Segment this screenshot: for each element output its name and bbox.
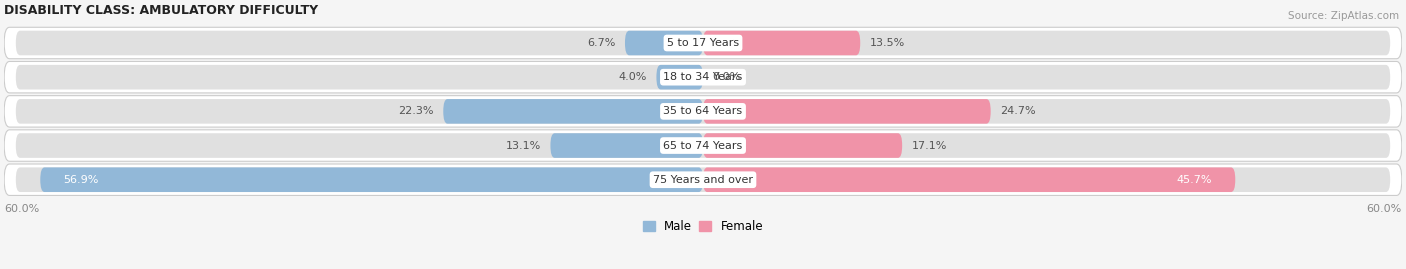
- Text: 4.0%: 4.0%: [619, 72, 647, 82]
- FancyBboxPatch shape: [15, 133, 1391, 158]
- Text: 18 to 34 Years: 18 to 34 Years: [664, 72, 742, 82]
- FancyBboxPatch shape: [4, 164, 1402, 196]
- FancyBboxPatch shape: [657, 65, 703, 90]
- Text: 13.5%: 13.5%: [869, 38, 905, 48]
- Text: 17.1%: 17.1%: [911, 140, 946, 151]
- Text: 56.9%: 56.9%: [63, 175, 98, 185]
- Text: 75 Years and over: 75 Years and over: [652, 175, 754, 185]
- Text: 45.7%: 45.7%: [1177, 175, 1212, 185]
- FancyBboxPatch shape: [550, 133, 703, 158]
- FancyBboxPatch shape: [41, 167, 703, 192]
- FancyBboxPatch shape: [4, 130, 1402, 161]
- Text: Source: ZipAtlas.com: Source: ZipAtlas.com: [1288, 11, 1399, 21]
- FancyBboxPatch shape: [703, 99, 991, 124]
- FancyBboxPatch shape: [624, 31, 703, 55]
- FancyBboxPatch shape: [443, 99, 703, 124]
- Text: 5 to 17 Years: 5 to 17 Years: [666, 38, 740, 48]
- Text: 60.0%: 60.0%: [4, 204, 39, 214]
- FancyBboxPatch shape: [15, 167, 1391, 192]
- Text: DISABILITY CLASS: AMBULATORY DIFFICULTY: DISABILITY CLASS: AMBULATORY DIFFICULTY: [4, 4, 318, 17]
- Text: 60.0%: 60.0%: [1367, 204, 1402, 214]
- Text: 24.7%: 24.7%: [1000, 106, 1036, 116]
- Text: 22.3%: 22.3%: [398, 106, 434, 116]
- FancyBboxPatch shape: [4, 96, 1402, 127]
- Text: 13.1%: 13.1%: [506, 140, 541, 151]
- FancyBboxPatch shape: [703, 167, 1236, 192]
- FancyBboxPatch shape: [4, 27, 1402, 59]
- FancyBboxPatch shape: [15, 99, 1391, 124]
- FancyBboxPatch shape: [15, 65, 1391, 90]
- Text: 6.7%: 6.7%: [588, 38, 616, 48]
- FancyBboxPatch shape: [15, 31, 1391, 55]
- FancyBboxPatch shape: [4, 61, 1402, 93]
- Text: 0.0%: 0.0%: [713, 72, 741, 82]
- Text: 65 to 74 Years: 65 to 74 Years: [664, 140, 742, 151]
- FancyBboxPatch shape: [703, 133, 903, 158]
- FancyBboxPatch shape: [703, 31, 860, 55]
- Text: 35 to 64 Years: 35 to 64 Years: [664, 106, 742, 116]
- Legend: Male, Female: Male, Female: [638, 215, 768, 238]
